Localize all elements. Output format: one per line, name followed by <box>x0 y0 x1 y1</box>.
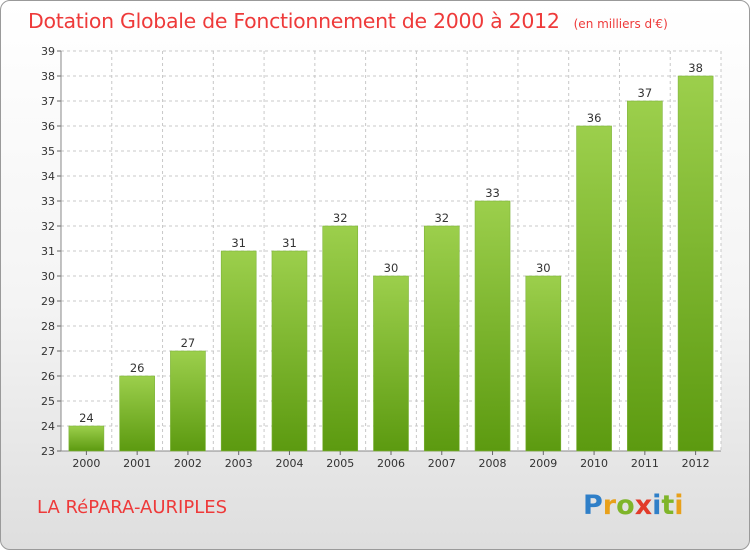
y-tick-label: 33 <box>41 195 55 208</box>
x-tick-label: 2011 <box>631 457 659 470</box>
y-tick-label: 27 <box>41 345 55 358</box>
y-tick-label: 35 <box>41 145 55 158</box>
bar-value-label: 30 <box>536 261 551 275</box>
bar-value-label: 33 <box>485 186 500 200</box>
y-tick-label: 24 <box>41 420 55 433</box>
bar-value-label: 36 <box>587 111 602 125</box>
x-tick-label: 2001 <box>123 457 151 470</box>
bar-value-label: 31 <box>282 236 297 250</box>
bar <box>170 350 206 452</box>
y-tick-label: 25 <box>41 395 55 408</box>
bar <box>68 425 105 452</box>
bar <box>271 250 308 452</box>
bar-value-label: 30 <box>384 261 399 275</box>
y-tick-label: 30 <box>41 270 55 283</box>
y-tick-label: 36 <box>41 120 55 133</box>
chart-title-text: Dotation Globale de Fonctionnement de 20… <box>28 9 560 33</box>
brand-letter: r <box>602 490 617 521</box>
bar <box>576 125 612 452</box>
bar-value-label: 27 <box>181 336 196 350</box>
bar <box>677 75 714 452</box>
y-tick-label: 32 <box>41 220 55 233</box>
bar <box>474 200 511 452</box>
x-tick-label: 2004 <box>275 457 303 470</box>
y-tick-label: 31 <box>41 245 55 258</box>
bar-value-label: 32 <box>333 211 348 225</box>
bar-value-label: 26 <box>130 361 145 375</box>
brand-letter: o <box>616 490 635 521</box>
x-tick-label: 2007 <box>428 457 456 470</box>
bar <box>220 250 257 452</box>
y-tick-label: 29 <box>41 295 55 308</box>
chart-title: Dotation Globale de Fonctionnement de 20… <box>28 9 668 33</box>
x-tick-label: 2012 <box>682 457 710 470</box>
brand-letter: i <box>674 490 684 521</box>
bar-value-label: 32 <box>434 211 449 225</box>
brand-letter: P <box>583 490 603 521</box>
bar <box>322 225 359 452</box>
bar <box>373 275 409 452</box>
x-tick-label: 2006 <box>377 457 405 470</box>
y-tick-label: 38 <box>41 70 55 83</box>
commune-name: LA RéPARA-AURIPLES <box>37 497 228 518</box>
x-tick-label: 2002 <box>174 457 202 470</box>
bar <box>627 100 663 452</box>
x-tick-label: 2000 <box>72 457 100 470</box>
brand-letter: x <box>634 490 653 521</box>
y-tick-label: 23 <box>41 445 55 458</box>
x-tick-label: 2005 <box>326 457 354 470</box>
bar <box>119 375 155 452</box>
x-tick-label: 2010 <box>580 457 608 470</box>
y-tick-label: 34 <box>41 170 55 183</box>
y-tick-label: 26 <box>41 370 55 383</box>
bar <box>525 275 562 452</box>
y-tick-label: 37 <box>41 95 55 108</box>
y-tick-label: 28 <box>41 320 55 333</box>
bar-value-label: 24 <box>79 411 94 425</box>
proxiti-logo: Proxiti <box>583 490 684 521</box>
x-tick-label: 2009 <box>529 457 557 470</box>
x-tick-label: 2008 <box>479 457 507 470</box>
bar <box>423 225 460 452</box>
bar-value-label: 31 <box>231 236 246 250</box>
chart-subtitle: (en milliers d'€) <box>573 17 668 31</box>
x-tick-label: 2003 <box>225 457 253 470</box>
y-tick-label: 39 <box>41 45 55 58</box>
bar-value-label: 37 <box>638 86 653 100</box>
brand-letter: i <box>652 490 662 521</box>
brand-letter: t <box>661 490 675 521</box>
bar-value-label: 38 <box>688 61 703 75</box>
